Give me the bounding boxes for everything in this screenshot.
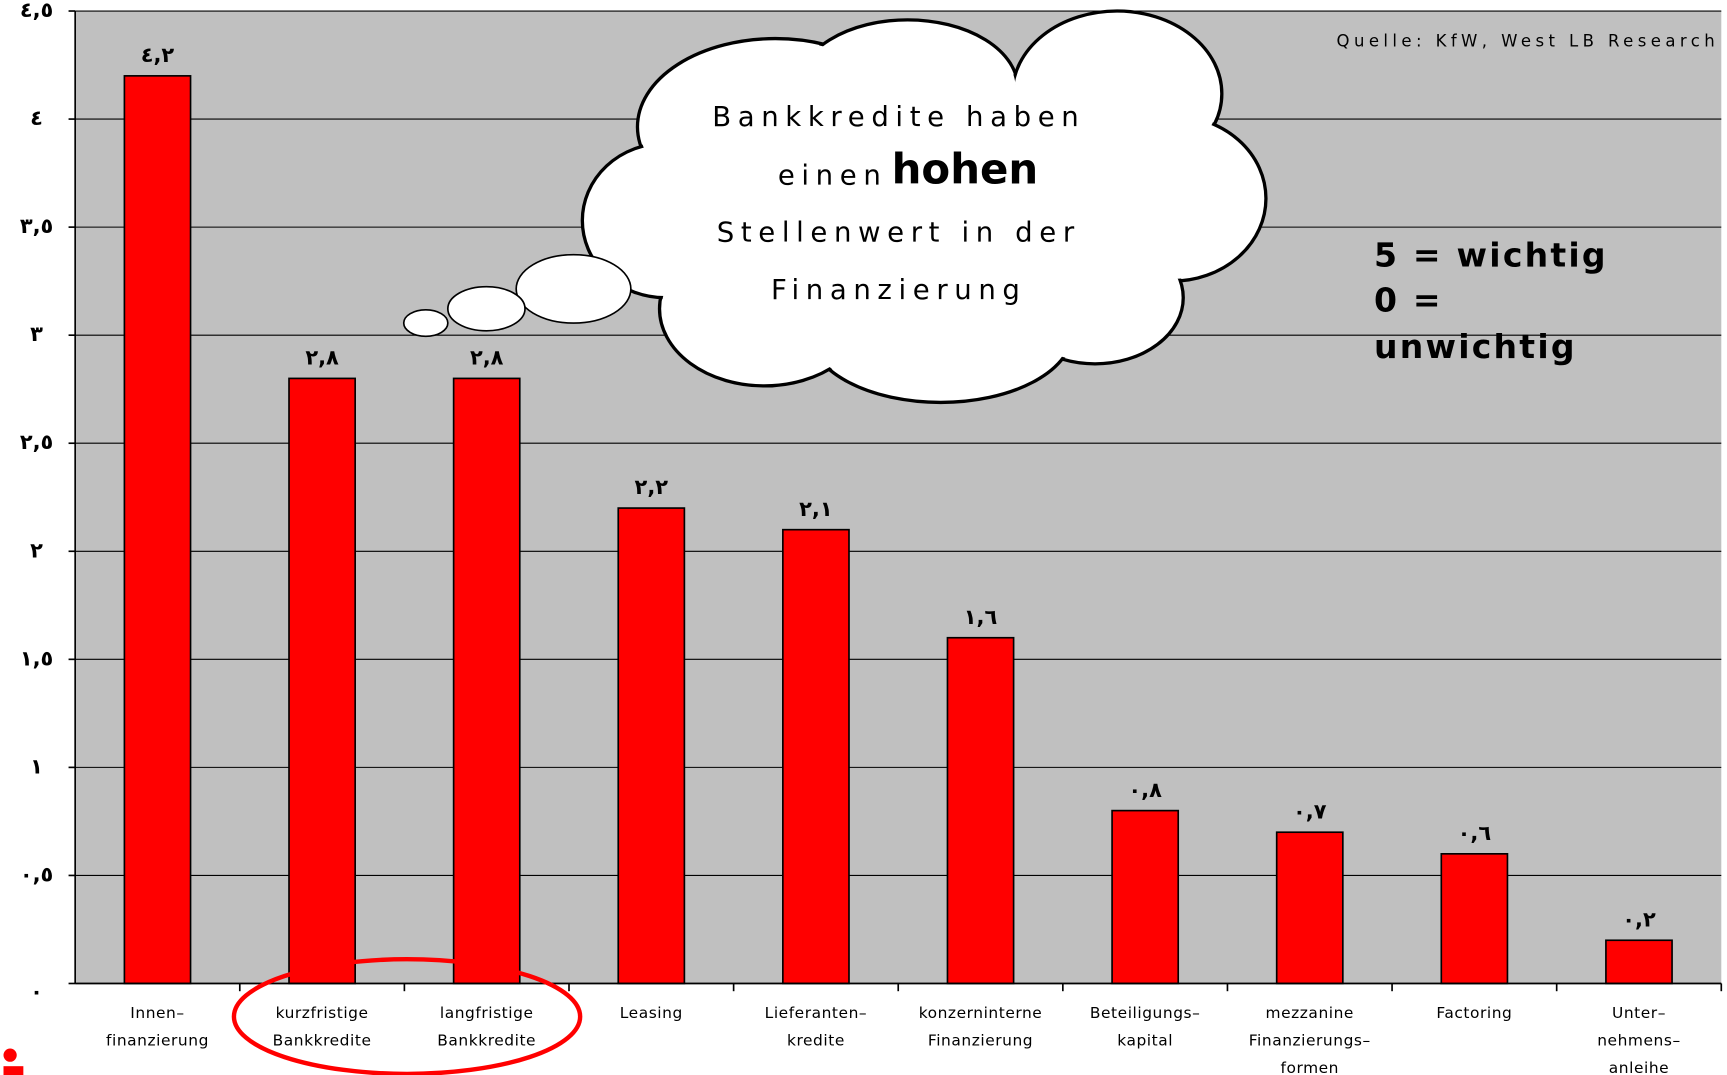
x-tick-label: formen xyxy=(1280,1059,1339,1075)
x-tick-label: kurzfristige xyxy=(276,1004,369,1022)
value-label: ٠,٧ xyxy=(1293,799,1327,823)
bar xyxy=(782,528,850,985)
cloud-text: Stellenwert in der xyxy=(717,217,1081,249)
bar xyxy=(946,636,1015,985)
y-tick-label: ١,٥ xyxy=(20,646,54,670)
value-label: ١,٦ xyxy=(964,605,998,629)
bar xyxy=(1605,939,1673,985)
scale-note: 0 = xyxy=(1374,281,1443,320)
cloud-emphasis: hohen xyxy=(892,145,1039,194)
value-label: ٠,٢ xyxy=(1622,907,1656,931)
highlight-ellipse xyxy=(231,957,583,1075)
x-tick-label: Unter– xyxy=(1612,1004,1666,1022)
cloud-text: einen xyxy=(778,159,888,191)
x-tick-label: Beteiligungs– xyxy=(1090,1004,1201,1022)
x-tick-label: Finanzierungs– xyxy=(1249,1031,1371,1049)
x-tick-label: Leasing xyxy=(620,1004,683,1022)
logo xyxy=(3,1066,24,1075)
x-tick-label: kapital xyxy=(1117,1031,1173,1049)
y-tick-label: ٤,٥ xyxy=(20,0,54,22)
bar xyxy=(123,75,192,985)
value-label: ٤,٢ xyxy=(141,43,175,67)
x-tick-label: kredite xyxy=(787,1031,845,1049)
cloud-text: Finanzierung xyxy=(771,274,1026,306)
x-tick-label: Finanzierung xyxy=(928,1031,1033,1049)
value-label: ٢,٨ xyxy=(305,346,339,370)
y-tick-label: ٣ xyxy=(30,322,43,346)
bar xyxy=(452,377,521,985)
y-tick-label: ٤ xyxy=(30,106,43,130)
y-tick-label: ٠ xyxy=(30,979,43,1003)
x-tick-label: Lieferanten– xyxy=(765,1004,867,1022)
scale-note: unwichtig xyxy=(1374,327,1577,366)
cloud: Bankkredite haben einen hohen Stellenwer… xyxy=(402,9,1268,405)
x-tick-label: Innen– xyxy=(130,1004,184,1022)
x-tick-label: finanzierung xyxy=(106,1031,209,1049)
value-label: ٠,٨ xyxy=(1128,778,1162,802)
scale-note: 5 = wichtig xyxy=(1374,235,1608,274)
x-tick-label: Factoring xyxy=(1436,1004,1512,1022)
value-label: ٠,٦ xyxy=(1458,821,1492,845)
bar xyxy=(617,507,686,985)
x-tick-label: langfristige xyxy=(440,1004,534,1022)
value-label: ٢,٨ xyxy=(470,346,504,370)
y-tick-label: ٢,٥ xyxy=(20,430,54,454)
logo xyxy=(3,1048,17,1062)
cloud-text: Bankkredite haben xyxy=(712,101,1085,133)
x-tick-label: mezzanine xyxy=(1266,1004,1354,1022)
bar xyxy=(1275,831,1344,985)
source-note: Quelle: KfW, West LB Research xyxy=(1337,31,1720,50)
y-tick-label: ١ xyxy=(30,754,43,778)
y-tick-label: ٠,٥ xyxy=(20,862,54,886)
x-tick-label: anleihe xyxy=(1609,1059,1669,1075)
y-tick-label: ٢ xyxy=(30,538,43,562)
bar xyxy=(288,377,356,985)
x-tick-label: konzerninterne xyxy=(919,1004,1043,1022)
x-tick-label: nehmens– xyxy=(1597,1031,1680,1049)
value-label: ٢,٢ xyxy=(635,475,669,499)
x-tick-label: Bankkredite xyxy=(437,1031,536,1049)
x-tick-label: Bankkredite xyxy=(273,1031,372,1049)
bar xyxy=(1440,852,1509,985)
y-tick-label: ٣,٥ xyxy=(20,214,54,238)
bar xyxy=(1111,809,1180,985)
value-label: ٢,١ xyxy=(799,497,833,521)
